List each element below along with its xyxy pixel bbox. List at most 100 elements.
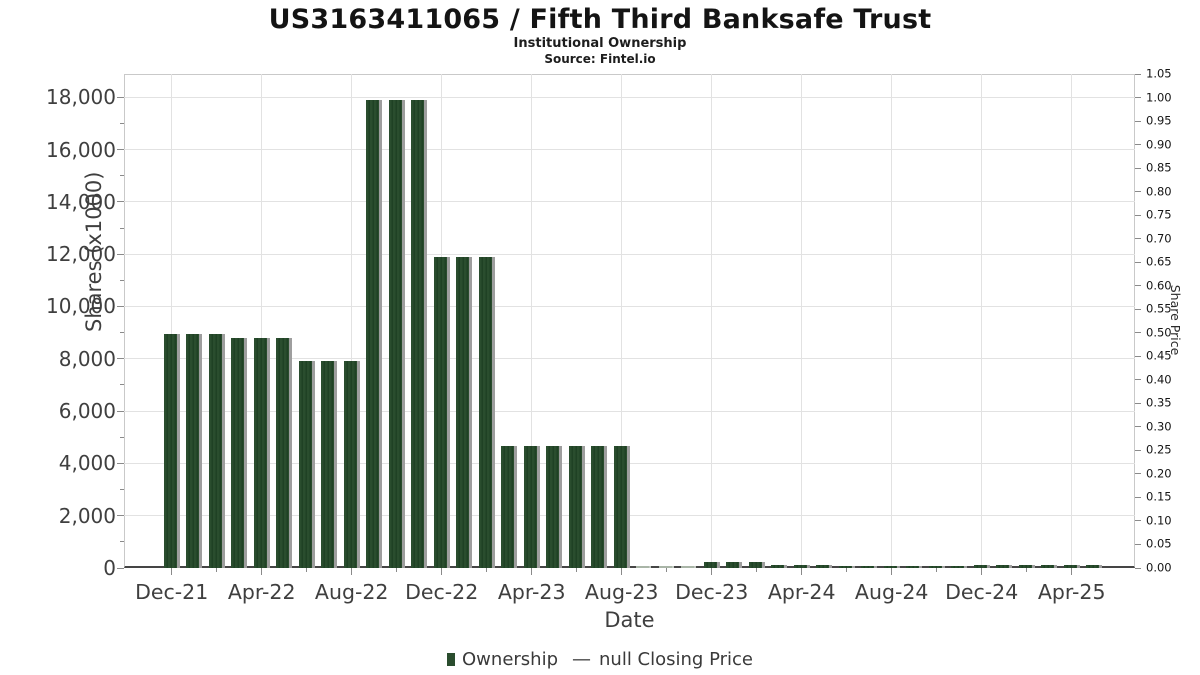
ownership-bar[interactable] <box>208 333 225 568</box>
ownership-bar[interactable] <box>321 361 338 568</box>
y-axis-tick-label-right: 1.00 <box>1146 89 1172 104</box>
x-axis-tick-label: Apr-22 <box>227 580 296 604</box>
x-axis-minor-tick <box>936 568 938 572</box>
y-axis-tick-label-left: 10,000 <box>46 294 116 319</box>
x-axis-minor-tick <box>1026 568 1028 572</box>
h-gridline <box>124 305 1135 307</box>
ownership-bar[interactable] <box>388 99 405 568</box>
y-axis-tick-label-left: 0 <box>103 556 116 580</box>
ownership-bar[interactable] <box>906 566 923 568</box>
x-axis-minor-tick <box>756 568 758 572</box>
legend: Ownership — null Closing Price <box>0 648 1200 670</box>
ownership-bar[interactable] <box>298 361 315 568</box>
v-gridline <box>711 74 713 568</box>
ownership-bar[interactable] <box>523 446 540 568</box>
y-axis-minor-tick-left <box>120 175 124 177</box>
y-axis-tick-right <box>1135 379 1141 381</box>
ownership-bar[interactable] <box>253 337 270 568</box>
ownership-bar[interactable] <box>838 566 855 568</box>
y-axis-tick-label-right: 0.40 <box>1146 372 1172 387</box>
x-axis-tick <box>441 568 443 575</box>
ownership-bar[interactable] <box>366 99 383 568</box>
ownership-bar[interactable] <box>1041 564 1058 568</box>
y-axis-minor-tick-left <box>120 332 124 334</box>
y-axis-tick-label-right: 0.30 <box>1146 419 1172 434</box>
y-axis-tick-label-right: 0.00 <box>1146 560 1172 575</box>
v-gridline <box>621 74 623 568</box>
y-axis-tick-right <box>1135 120 1141 122</box>
ownership-bar[interactable] <box>681 566 697 568</box>
ownership-bar[interactable] <box>726 561 743 568</box>
h-gridline <box>124 96 1135 98</box>
x-axis-tick <box>801 568 803 575</box>
ownership-bar[interactable] <box>1063 564 1080 568</box>
ownership-bar[interactable] <box>658 566 674 568</box>
v-gridline <box>981 74 983 568</box>
ownership-bar[interactable] <box>636 566 652 568</box>
ownership-bar[interactable] <box>973 564 990 568</box>
ownership-bar[interactable] <box>771 565 788 568</box>
ownership-bar[interactable] <box>613 446 630 568</box>
y-axis-tick-left <box>117 567 124 569</box>
v-gridline <box>1071 74 1073 568</box>
y-axis-tick-label-right: 0.35 <box>1146 395 1172 410</box>
ownership-bar[interactable] <box>816 565 833 568</box>
x-axis-tick <box>621 568 623 575</box>
y-axis-tick-label-right: 0.80 <box>1146 183 1172 198</box>
y-axis-tick-label-left: 12,000 <box>46 242 116 267</box>
y-axis-tick-left <box>117 305 124 307</box>
y-axis-tick-label-right: 0.20 <box>1146 466 1172 481</box>
y-axis-tick-label-right: 0.90 <box>1146 136 1172 151</box>
y-axis-tick-right <box>1135 261 1141 263</box>
ownership-bar[interactable] <box>433 256 450 568</box>
legend-price-label[interactable]: null Closing Price <box>599 648 753 670</box>
ownership-bar[interactable] <box>343 361 360 568</box>
v-gridline <box>801 74 803 568</box>
ownership-bar[interactable] <box>231 337 248 568</box>
ownership-bar[interactable] <box>928 566 945 568</box>
x-axis-tick <box>261 568 263 575</box>
ownership-bar[interactable] <box>276 337 293 568</box>
ownership-bar[interactable] <box>568 446 585 568</box>
ownership-bar[interactable] <box>1018 564 1035 568</box>
x-axis-minor-tick <box>216 568 218 572</box>
ownership-bar[interactable] <box>478 256 495 568</box>
ownership-bar[interactable] <box>703 561 720 568</box>
ownership-bar[interactable] <box>501 446 518 568</box>
y-axis-tick-label-right: 0.50 <box>1146 325 1172 339</box>
y-axis-tick-right <box>1135 214 1141 216</box>
ownership-bar[interactable] <box>951 566 968 568</box>
y-axis-tick-label-left: 4,000 <box>58 451 116 476</box>
y-axis-tick-right <box>1135 332 1141 334</box>
y-axis-minor-tick-left <box>120 489 124 491</box>
ownership-bar[interactable] <box>456 256 473 568</box>
x-axis-tick-label: Aug-23 <box>584 580 659 604</box>
ownership-bar[interactable] <box>996 564 1013 568</box>
ownership-bar[interactable] <box>411 99 428 568</box>
x-axis-tick <box>891 568 893 575</box>
x-axis-tick-label: Dec-24 <box>945 580 1019 604</box>
ownership-bar[interactable] <box>546 446 563 568</box>
y-axis-minor-tick-left <box>120 279 124 281</box>
ownership-bar[interactable] <box>861 566 878 568</box>
legend-ownership-label[interactable]: Ownership <box>462 648 559 670</box>
v-gridline <box>531 74 533 568</box>
y-axis-tick-left <box>117 201 124 203</box>
ownership-bar[interactable] <box>883 566 900 568</box>
chart-title: US3163411065 / Fifth Third Banksafe Trus… <box>268 4 932 35</box>
ownership-bar[interactable] <box>163 333 180 568</box>
legend-ownership-swatch-icon[interactable] <box>447 652 456 666</box>
y-axis-tick-right <box>1135 449 1141 451</box>
ownership-bar[interactable] <box>793 565 810 568</box>
y-axis-label-share-price: Share Price <box>1168 284 1183 356</box>
ownership-bar[interactable] <box>591 446 608 568</box>
ownership-bar[interactable] <box>1086 564 1103 568</box>
x-axis-minor-tick <box>306 568 308 572</box>
h-gridline <box>124 149 1135 151</box>
y-axis-tick-label-right: 0.15 <box>1146 489 1172 504</box>
h-gridline <box>124 201 1135 203</box>
ownership-bar[interactable] <box>186 333 203 568</box>
chart-source-label: Source: Fintel.io <box>544 52 656 66</box>
ownership-bar[interactable] <box>748 561 765 568</box>
